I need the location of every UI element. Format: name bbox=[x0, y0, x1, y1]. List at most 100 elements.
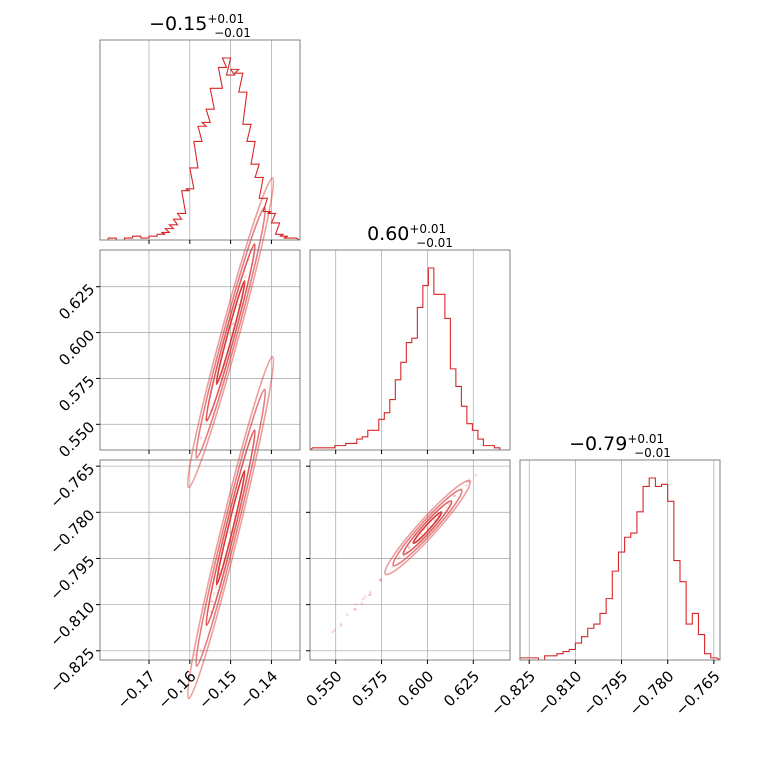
y-tick-label: −0.765 bbox=[46, 460, 98, 512]
contour-level bbox=[384, 480, 471, 576]
diag-panel-2-frame bbox=[309, 249, 511, 451]
contour-level bbox=[412, 511, 443, 545]
contour-level bbox=[195, 388, 267, 667]
contour-level bbox=[205, 429, 256, 627]
tick-layer: −0.17−0.16−0.15−0.14 0.550 0.575 0.600 0.625… bbox=[46, 240, 724, 719]
scatter-point bbox=[467, 478, 471, 481]
scatter-point bbox=[228, 531, 231, 534]
title-upper-error: +0.01 bbox=[409, 222, 446, 236]
scatter-point bbox=[363, 595, 367, 598]
scatter-point bbox=[404, 550, 407, 554]
x-tick-label: 0.575 bbox=[348, 667, 391, 710]
x-tick-label: −0.16 bbox=[154, 667, 199, 712]
scatter-point bbox=[244, 275, 247, 279]
title-median: 0.60 bbox=[367, 223, 409, 245]
scatter-point bbox=[369, 590, 372, 594]
grid-layer bbox=[100, 40, 715, 660]
scatter-point bbox=[368, 593, 371, 597]
scatter-point bbox=[453, 494, 456, 498]
scatter-point bbox=[228, 332, 232, 336]
contour-level bbox=[392, 488, 463, 567]
scatter-point bbox=[209, 600, 213, 603]
scatter-point bbox=[362, 597, 365, 601]
x-tick-label: −0.14 bbox=[236, 667, 281, 712]
scatter-point bbox=[452, 494, 456, 498]
title-upper-error: +0.01 bbox=[627, 432, 664, 446]
scatter-point bbox=[464, 483, 468, 487]
x-tick-label: −0.17 bbox=[114, 667, 159, 712]
title-lower-error: −0.01 bbox=[634, 446, 671, 460]
title-layer: −0.15+0.01 −0.010.60+0.01 −0.01−0.79+0.01−… bbox=[149, 12, 671, 460]
mark-layer bbox=[100, 57, 721, 700]
scatter-point bbox=[354, 608, 357, 611]
scatter-point bbox=[466, 480, 470, 484]
scatter-point bbox=[426, 526, 429, 530]
x-tick-label: −0.825 bbox=[487, 667, 539, 719]
y-tick-label: −0.780 bbox=[46, 506, 98, 558]
scatter-point bbox=[474, 473, 477, 477]
scatter-point bbox=[339, 622, 343, 626]
scatter-point bbox=[339, 624, 343, 627]
y-tick-label: 0.575 bbox=[55, 372, 98, 415]
title-median: −0.79 bbox=[569, 433, 627, 455]
scatter-point bbox=[211, 600, 215, 603]
histogram-3 bbox=[519, 477, 721, 661]
y-tick-label: −0.810 bbox=[46, 598, 98, 650]
scatter-point bbox=[379, 579, 383, 582]
contour-level bbox=[195, 206, 267, 459]
histogram-2 bbox=[309, 267, 510, 451]
x-tick-label: −0.15 bbox=[195, 667, 240, 712]
title-lower-error: −0.01 bbox=[416, 236, 453, 250]
x-tick-label: −0.780 bbox=[626, 667, 678, 719]
scatter-point bbox=[212, 592, 216, 595]
scatter-point bbox=[428, 524, 431, 528]
scatter-point bbox=[407, 545, 411, 548]
scatter-point bbox=[331, 630, 335, 634]
x-tick-label: −0.795 bbox=[579, 667, 631, 719]
scatter-point bbox=[333, 629, 336, 632]
scatter-point bbox=[420, 533, 423, 536]
contour-level bbox=[402, 500, 453, 556]
scatter-point bbox=[360, 602, 364, 605]
scatter-point bbox=[447, 502, 451, 506]
y-tick-label: 0.625 bbox=[55, 280, 98, 323]
title-lower-error: −0.01 bbox=[214, 26, 251, 40]
scatter-point bbox=[199, 436, 203, 440]
x-tick-label: 0.625 bbox=[440, 667, 483, 710]
scatter-point bbox=[407, 546, 411, 550]
contour-level bbox=[215, 280, 246, 385]
panel-title-1: −0.15+0.01 −0.01 bbox=[149, 12, 251, 40]
scatter-point bbox=[200, 650, 204, 654]
scatter-point bbox=[353, 607, 357, 611]
pair-panel-1-frame bbox=[99, 249, 301, 451]
scatter-point bbox=[230, 323, 234, 326]
y-tick-label: −0.795 bbox=[46, 552, 98, 604]
scatter-point bbox=[368, 593, 372, 596]
scatter-point bbox=[214, 585, 218, 589]
scatter-point bbox=[354, 603, 357, 606]
scatter-point bbox=[397, 557, 400, 560]
y-tick-label: −0.825 bbox=[46, 644, 98, 696]
title-upper-error: +0.01 bbox=[207, 12, 244, 26]
y-tick-label: 0.550 bbox=[55, 418, 98, 461]
contour-level bbox=[205, 243, 256, 422]
scatter-point bbox=[469, 479, 472, 483]
x-tick-label: 0.550 bbox=[302, 667, 345, 710]
x-tick-label: 0.600 bbox=[394, 667, 437, 710]
title-median: −0.15 bbox=[149, 13, 207, 35]
contour-level bbox=[215, 469, 246, 586]
x-tick-label: −0.810 bbox=[533, 667, 585, 719]
y-tick-label: 0.600 bbox=[55, 326, 98, 369]
panel-title-2: 0.60+0.01 −0.01 bbox=[367, 222, 453, 250]
scatter-point bbox=[378, 578, 382, 582]
pair-panel-3-frame bbox=[309, 459, 511, 661]
histogram-1 bbox=[100, 57, 301, 241]
scatter-point bbox=[398, 556, 402, 560]
scatter-point bbox=[445, 506, 448, 509]
scatter-point bbox=[379, 577, 382, 581]
contour-level bbox=[186, 176, 275, 489]
contour-level bbox=[186, 355, 275, 700]
diag-panel-1-frame bbox=[99, 39, 301, 241]
pair-panel-2-frame bbox=[99, 459, 301, 661]
